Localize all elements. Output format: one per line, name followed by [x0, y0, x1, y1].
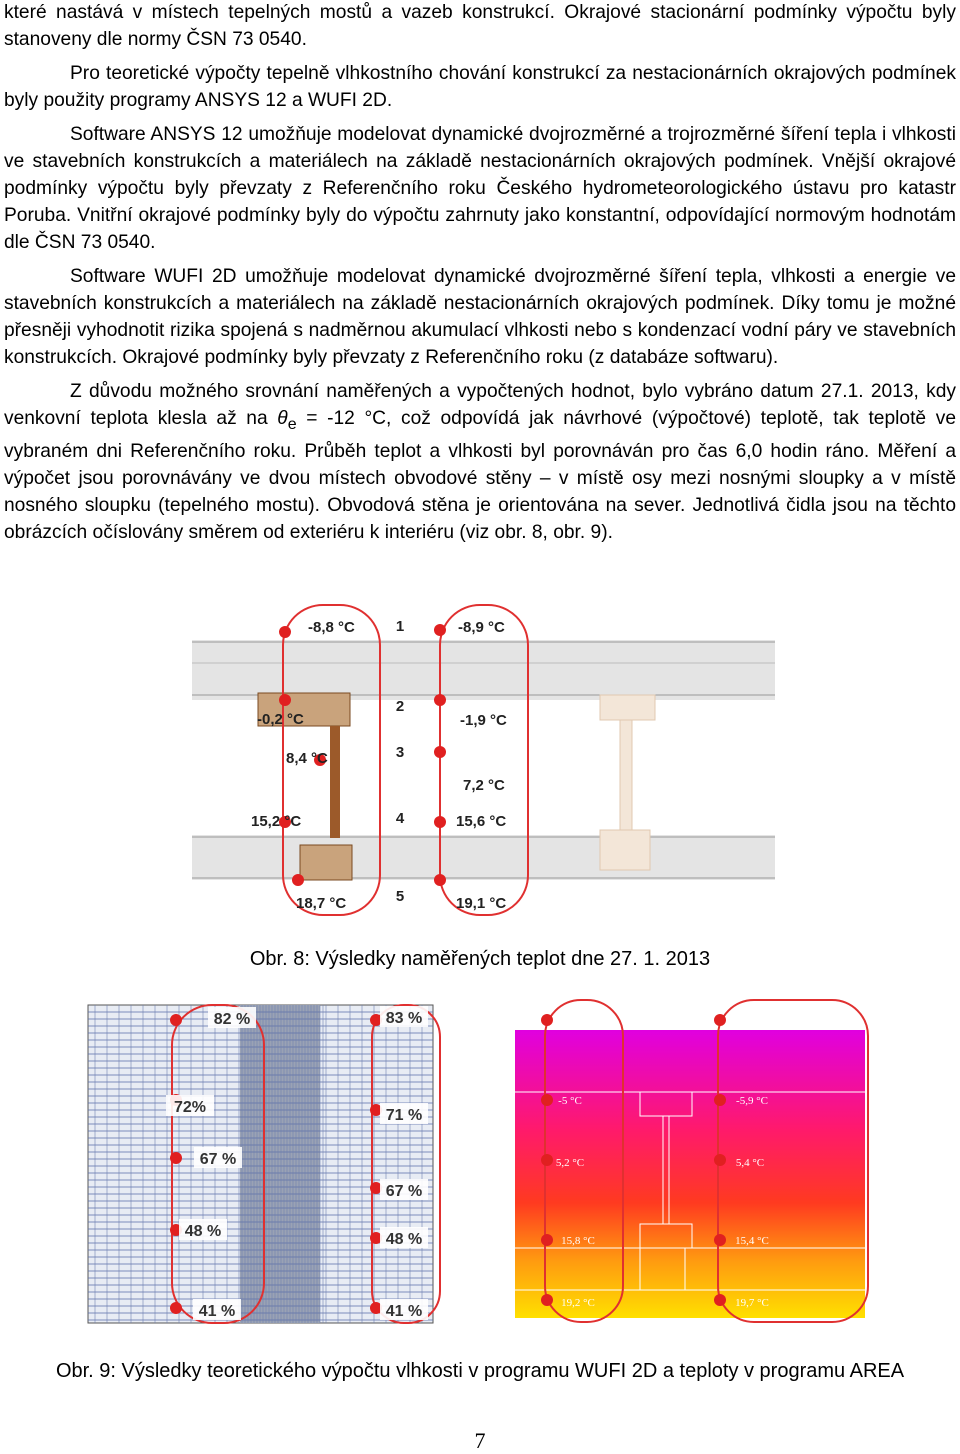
temperature-label: -5 °C: [558, 1095, 582, 1107]
temperature-label: 3: [396, 744, 404, 761]
oval: [371, 1004, 441, 1324]
humidity-label: 48 %: [386, 1231, 422, 1248]
temperature-label: 7,2 °C: [463, 777, 505, 794]
figure-caption: Obr. 8: Výsledky naměřených teplot dne 2…: [249, 948, 711, 970]
temperature-label: 18,7 °C: [296, 895, 346, 912]
figure-9-humidity: [87, 1004, 441, 1324]
humidity-label: 67 %: [200, 1151, 236, 1168]
temperature-label: 5,4 °C: [736, 1157, 764, 1169]
paragraph: Software ANSYS 12 umožňuje modelovat dyn…: [4, 124, 956, 253]
humidity-label: 71 %: [386, 1107, 422, 1124]
label-box: [208, 1007, 256, 1028]
temperature-label: -8,9 °C: [458, 619, 505, 636]
temperature-label: -5,9 °C: [736, 1095, 768, 1107]
sensor-dot: [370, 1104, 382, 1116]
paragraph: které nastává v místech tepelných mostů …: [4, 2, 956, 50]
temperature-label: 5: [396, 888, 404, 905]
temperature-label: 4: [396, 810, 405, 827]
temperature-label: -8,8 °C: [308, 619, 355, 636]
humidity-label: 41 %: [386, 1303, 422, 1320]
humidity-label: 82 %: [214, 1011, 250, 1028]
label-box: [194, 1147, 242, 1168]
temperature-label: 19,2 °C: [561, 1297, 595, 1309]
temperature-label: 19,7 °C: [735, 1297, 769, 1309]
label-box: [380, 1179, 428, 1200]
label-box: [380, 1103, 428, 1124]
page-number: 7: [474, 1428, 486, 1453]
sensor-dot: [370, 1232, 382, 1244]
figure-8: [192, 604, 775, 916]
paragraph: Z důvodu možného srovnání naměřených a v…: [4, 378, 956, 546]
humidity-label: 83 %: [386, 1010, 422, 1027]
paragraph: Software WUFI 2D umožňuje modelovat dyna…: [4, 266, 956, 368]
sensor-dot: [370, 1182, 382, 1194]
temperature-label: 15,6 °C: [456, 813, 506, 830]
oval: [171, 1004, 265, 1324]
paragraph: Pro teoretické výpočty tepelně vlhkostní…: [4, 63, 956, 111]
sensor-dot: [370, 1014, 382, 1026]
temperature-label: 15,8 °C: [561, 1235, 595, 1247]
humidity-label: 48 %: [185, 1223, 221, 1240]
sensor-dot: [170, 1014, 182, 1026]
humidity-label: 72%: [174, 1099, 206, 1116]
temperature-label: -0,2 °C: [257, 711, 304, 728]
humidity-label: 41 %: [199, 1303, 235, 1320]
temperature-label: 2: [396, 698, 404, 715]
body-text: které nastává v místech tepelných mostů …: [4, 0, 956, 553]
temperature-label: 19,1 °C: [456, 895, 506, 912]
sensor-dot: [170, 1302, 182, 1314]
label-box: [193, 1299, 241, 1320]
figure-caption: Obr. 9: Výsledky teoretického výpočtu vl…: [55, 1360, 905, 1382]
temperature-label: -1,9 °C: [460, 712, 507, 729]
subscript: e: [287, 415, 297, 433]
temperature-label: 8,4 °C: [286, 750, 328, 767]
sensor-dot: [370, 1302, 382, 1314]
text: Z důvodu možného srovnání naměřených a v…: [4, 381, 956, 429]
symbol: θ: [277, 408, 288, 429]
label-box: [179, 1219, 227, 1240]
temperature-label: -11,6 °C: [734, 1017, 771, 1029]
label-box: [380, 1006, 428, 1027]
temperature-label: 15,4 °C: [735, 1235, 769, 1247]
figure-9-temperature: [515, 999, 869, 1323]
temperature-label: -11,6 °C: [560, 1017, 597, 1029]
humidity-label: 67 %: [386, 1183, 422, 1200]
temperature-label: 5,2 °C: [556, 1157, 584, 1169]
label-box: [380, 1299, 428, 1320]
label-box: [166, 1095, 214, 1116]
sensor-dot: [170, 1152, 182, 1164]
text: = -12 °C, což odpovídá jak návrhové (výp…: [4, 408, 956, 543]
temperature-label: 1: [396, 618, 404, 635]
temperature-label: 15,2 °C: [251, 813, 301, 830]
label-box: [380, 1227, 428, 1248]
